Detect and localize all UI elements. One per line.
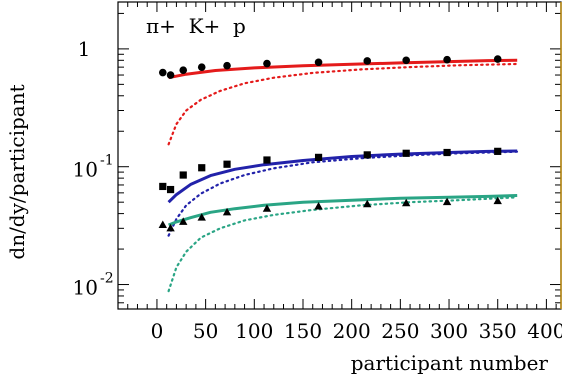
circle-marker [263, 59, 271, 68]
dotted-curve-2 [167, 150, 519, 237]
y-axis-label: dn/dy/participant [5, 84, 29, 259]
triangle-marker [158, 220, 167, 229]
circle-marker [443, 55, 451, 64]
y-tick-label: 10 [73, 158, 98, 182]
triangle-marker [314, 201, 323, 210]
square-marker [314, 153, 323, 161]
x-tick-label: 100 [235, 319, 273, 343]
square-marker [166, 185, 175, 194]
x-tick-label: 200 [333, 319, 371, 343]
x-tick-label: 250 [381, 319, 419, 343]
square-marker [402, 149, 410, 157]
x-tick-label: 350 [479, 319, 517, 343]
x-axis-label: participant number [351, 351, 549, 375]
axis-labels: participant number dn/dy/participant π+ … [5, 14, 548, 375]
y-tick-exponent: -1 [100, 153, 114, 169]
circle-marker [493, 55, 502, 63]
solid-curve-2 [167, 149, 518, 204]
x-tick-label: 150 [284, 319, 322, 343]
triangle-marker [222, 207, 232, 216]
model-curves [167, 58, 519, 293]
circle-marker [197, 63, 206, 71]
data-markers [158, 55, 502, 232]
solid-curve-1 [168, 58, 518, 80]
legend-label: π+ K+ p [146, 14, 246, 38]
square-marker [363, 151, 371, 159]
x-tick-label: 300 [430, 319, 468, 343]
square-marker [223, 160, 231, 168]
solid-curve-3 [168, 194, 518, 227]
circle-marker [314, 58, 323, 67]
triangle-marker [197, 213, 206, 221]
square-marker [443, 148, 451, 157]
x-tick-label: 0 [151, 319, 164, 343]
square-marker [198, 164, 206, 172]
square-marker [179, 171, 187, 179]
y-tick-label: 1 [78, 37, 91, 61]
y-tick-label: 10 [73, 276, 98, 300]
triangle-marker [442, 197, 452, 206]
circle-marker [179, 66, 188, 74]
square-marker [494, 147, 502, 155]
square-marker [263, 156, 271, 164]
triangle-marker [179, 217, 188, 225]
triangle-marker [363, 199, 372, 208]
square-marker [159, 182, 167, 191]
triangle-marker [401, 198, 411, 207]
x-tick-label: 50 [193, 319, 218, 343]
triangle-marker [166, 223, 175, 232]
triangle-marker [262, 204, 272, 212]
y-tick-exponent: -2 [100, 271, 114, 287]
circle-marker [166, 71, 175, 79]
dotted-curve-3 [167, 196, 519, 293]
circle-marker [363, 57, 372, 65]
triangle-marker [493, 196, 502, 205]
circle-marker [223, 61, 231, 70]
circle-marker [402, 56, 410, 65]
x-tick-label: 400 [527, 319, 562, 343]
circle-marker [158, 68, 167, 77]
